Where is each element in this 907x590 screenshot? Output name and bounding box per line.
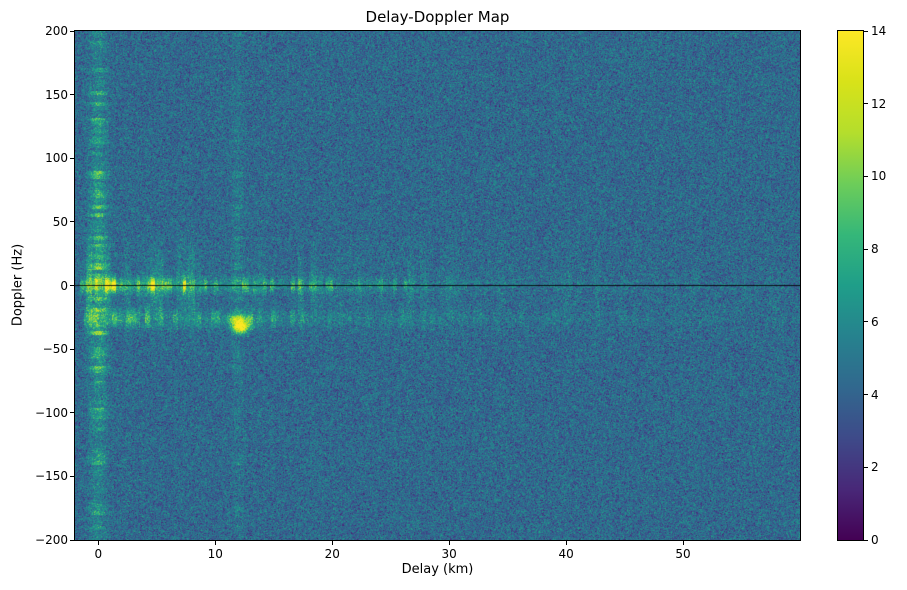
x-tick-label: 0 (94, 547, 103, 561)
y-tick-label: 0 (60, 278, 68, 293)
y-tick-label: 50 (52, 214, 68, 229)
y-tick-mark (70, 221, 74, 223)
colorbar-tick-mark (864, 248, 868, 250)
heatmap-canvas (75, 31, 800, 540)
y-tick-mark (70, 539, 74, 541)
colorbar-tick-mark (864, 175, 868, 177)
y-tick-label: 200 (45, 24, 68, 38)
y-tick-mark (70, 285, 74, 286)
x-tick-mark (448, 541, 450, 545)
colorbar-tick-mark (864, 394, 868, 396)
colorbar-tick-mark (864, 30, 868, 32)
colorbar-tick-mark (864, 103, 868, 105)
colorbar-tick-label: 4 (871, 387, 879, 402)
y-tick-label: −200 (35, 533, 68, 547)
colorbar-tick-mark (864, 321, 868, 323)
x-tick-label: 10 (207, 547, 223, 561)
x-tick-mark (331, 541, 333, 545)
colorbar-tick-label: 0 (871, 533, 879, 547)
colorbar-tick-label: 14 (871, 24, 887, 38)
colorbar-tick-label: 12 (871, 96, 887, 111)
colorbar (838, 31, 863, 540)
colorbar-tick-label: 6 (871, 314, 879, 329)
colorbar-tick-mark (864, 539, 868, 541)
y-tick-mark (70, 94, 74, 96)
x-tick-label: 20 (324, 547, 340, 561)
y-tick-mark (70, 348, 74, 350)
x-tick-mark (565, 541, 567, 545)
y-tick-label: −100 (35, 405, 68, 420)
y-tick-mark (70, 475, 74, 477)
y-tick-mark (70, 157, 74, 159)
y-tick-mark (70, 412, 74, 414)
colorbar-tick-mark (864, 466, 868, 468)
colorbar-tick-label: 8 (871, 242, 879, 257)
x-tick-mark (214, 541, 216, 545)
y-tick-label: 150 (45, 87, 68, 102)
colorbar-tick-label: 2 (871, 460, 879, 475)
colorbar-tick-label: 10 (871, 169, 887, 184)
x-tick-label: 50 (675, 547, 691, 561)
y-tick-label: 100 (45, 151, 68, 166)
x-tick-label: 40 (558, 547, 574, 561)
y-tick-mark (70, 30, 74, 32)
x-tick-label: 30 (441, 547, 457, 561)
x-axis-label: Delay (km) (401, 562, 474, 577)
x-tick-mark (682, 541, 684, 545)
y-tick-label: −150 (35, 469, 68, 484)
y-tick-label: −50 (42, 342, 68, 357)
chart-title: Delay-Doppler Map (365, 8, 510, 26)
x-tick-mark (97, 541, 99, 545)
